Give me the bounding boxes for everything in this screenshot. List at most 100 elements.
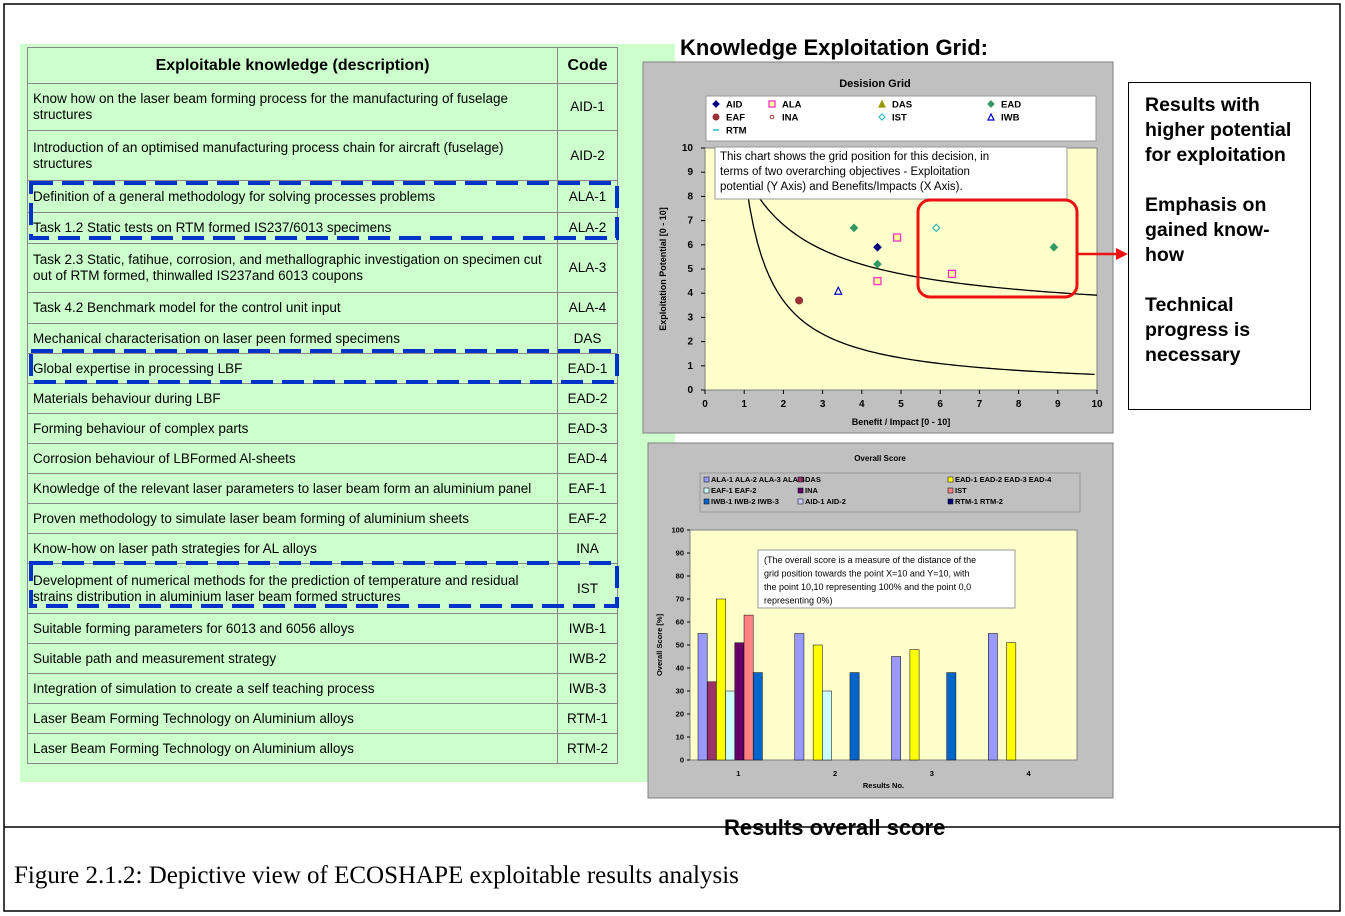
annotation-line: terms of two overarching objectives - Ex… [720, 166, 970, 178]
legend-label: RTM-1 RTM-2 [955, 497, 1003, 506]
x-tick-label: 6 [937, 399, 943, 410]
bar [822, 690, 832, 761]
point [833, 285, 843, 295]
legend-label: IST [955, 486, 967, 495]
header-row: Exploitable knowledge (description) Code [27, 47, 618, 84]
annotation-box [757, 549, 1016, 609]
bar-heading: Results overall score [724, 815, 946, 840]
table-row: Mechanical characterisation on laser pee… [27, 323, 618, 354]
legend-swatch [797, 498, 804, 505]
legend-swatch [703, 487, 710, 494]
table-row: Development of numerical methods for the… [27, 563, 618, 614]
annotation-line: potential (Y Axis) and Benefits/Impacts … [720, 181, 963, 193]
bar [743, 614, 754, 761]
grid-heading: Knowledge Exploitation Grid: [680, 35, 988, 60]
legend-label: AID [726, 100, 743, 111]
table-row: Laser Beam Forming Technology on Alumini… [27, 703, 618, 734]
y-tick-label: 30 [676, 687, 684, 696]
bar [946, 672, 957, 761]
legend-swatch [947, 487, 954, 494]
x-axis-label: Results No. [863, 781, 904, 790]
description-cell: Global expertise in processing LBF [27, 353, 558, 384]
x-tick-label: 1 [736, 769, 740, 778]
y-tick-label: 100 [671, 526, 684, 535]
point [931, 223, 941, 233]
code-cell: ALA-2 [557, 212, 618, 244]
header-cell: Exploitable knowledge (description) [27, 47, 558, 84]
arrow-head [1116, 248, 1128, 260]
chart-title: Desision Grid [839, 78, 911, 90]
highlight-box [916, 198, 1079, 299]
bar [849, 672, 860, 761]
code-cell: RTM-2 [557, 733, 618, 764]
y-tick-label: 80 [676, 572, 684, 581]
legend-label: EAF-1 EAF-2 [711, 486, 756, 495]
y-tick-label: 2 [687, 337, 693, 348]
x-tick-label: 3 [930, 769, 934, 778]
table-row: Proven methodology to simulate laser bea… [27, 503, 618, 534]
legend-label: INA [805, 486, 819, 495]
y-tick-label: 50 [676, 641, 684, 650]
table-row: Introduction of an optimised manufacturi… [27, 130, 618, 181]
code-cell: EAD-2 [557, 383, 618, 414]
note: Results with higher potential for exploi… [1145, 94, 1292, 166]
table-row: Task 2.3 Static, fatihue, corrosion, and… [27, 243, 618, 293]
legend-swatch [797, 487, 804, 494]
code-cell: INA [557, 533, 618, 564]
description-cell: Laser Beam Forming Technology on Alumini… [27, 703, 558, 734]
y-tick-label: 0 [687, 385, 693, 396]
code-cell: EAF-2 [557, 503, 618, 534]
table-row: Definition of a general methodology for … [27, 180, 618, 213]
table-row: Task 1.2 Static tests on RTM formed IS23… [27, 212, 618, 244]
y-tick-label: 70 [676, 595, 684, 604]
legend-marker [712, 100, 720, 108]
caption: Figure 2.1.2: Depictive view of ECOSHAPE… [14, 862, 739, 889]
bar [988, 633, 998, 761]
description-cell: Materials behaviour during LBF [27, 383, 558, 414]
x-tick-label: 2 [781, 399, 787, 410]
x-tick-label: 0 [702, 399, 708, 410]
table-row: Integration of simulation to create a se… [27, 673, 618, 704]
description-cell: Definition of a general methodology for … [27, 180, 558, 213]
legend-label: ALA-1 ALA-2 ALA-3 ALA-4 [711, 475, 806, 484]
annotation-line: grid position towards the point X=10 and… [764, 569, 969, 579]
knowledge-table: Exploitable knowledge (description) Code… [27, 47, 618, 764]
table-row: Suitable forming parameters for 6013 and… [27, 613, 618, 644]
legend-label: INA [782, 113, 799, 124]
legend-marker [878, 113, 886, 121]
code-cell: ALA-3 [557, 243, 618, 293]
legend-swatch [703, 498, 710, 505]
description-cell: Task 2.3 Static, fatihue, corrosion, and… [27, 243, 558, 293]
y-tick-label: 9 [687, 167, 693, 178]
table-row: Materials behaviour during LBF EAD-2 [27, 383, 618, 414]
legend-label: IWB [1001, 113, 1020, 124]
y-axis-label: Exploitation Potential [0 - 10] [658, 207, 668, 331]
annotation-line: This chart shows the grid position for t… [720, 151, 989, 163]
y-tick-label: 0 [680, 756, 684, 765]
bar [909, 649, 920, 761]
description-cell: Proven methodology to simulate laser bea… [27, 503, 558, 534]
annotation-line: representing 0%) [764, 596, 833, 606]
table-row: Knowledge of the relevant laser paramete… [27, 473, 618, 504]
y-tick-label: 40 [676, 664, 684, 673]
point [873, 276, 882, 286]
description-cell: Know how on the laser beam forming proce… [27, 83, 558, 131]
description-cell: Task 1.2 Static tests on RTM formed IS23… [27, 212, 558, 244]
code-cell: IWB-2 [557, 643, 618, 674]
bar [752, 672, 763, 761]
boundary-curve [741, 147, 1095, 376]
legend-box [699, 472, 1081, 513]
table-row: Suitable path and measurement strategy IW… [27, 643, 618, 674]
x-tick-label: 3 [820, 399, 826, 410]
legend-marker [768, 100, 776, 108]
bar [697, 633, 708, 761]
y-tick-label: 4 [687, 288, 693, 299]
code-cell: EAD-1 [557, 353, 618, 384]
legend-label: AID-1 AID-2 [805, 497, 846, 506]
annotation-line: (The overall score is a measure of the d… [764, 555, 976, 565]
legend-label: EAD [1001, 100, 1021, 111]
legend-label: DAS [892, 100, 912, 111]
table-row: Global expertise in processing LBF EAD-1 [27, 353, 618, 384]
